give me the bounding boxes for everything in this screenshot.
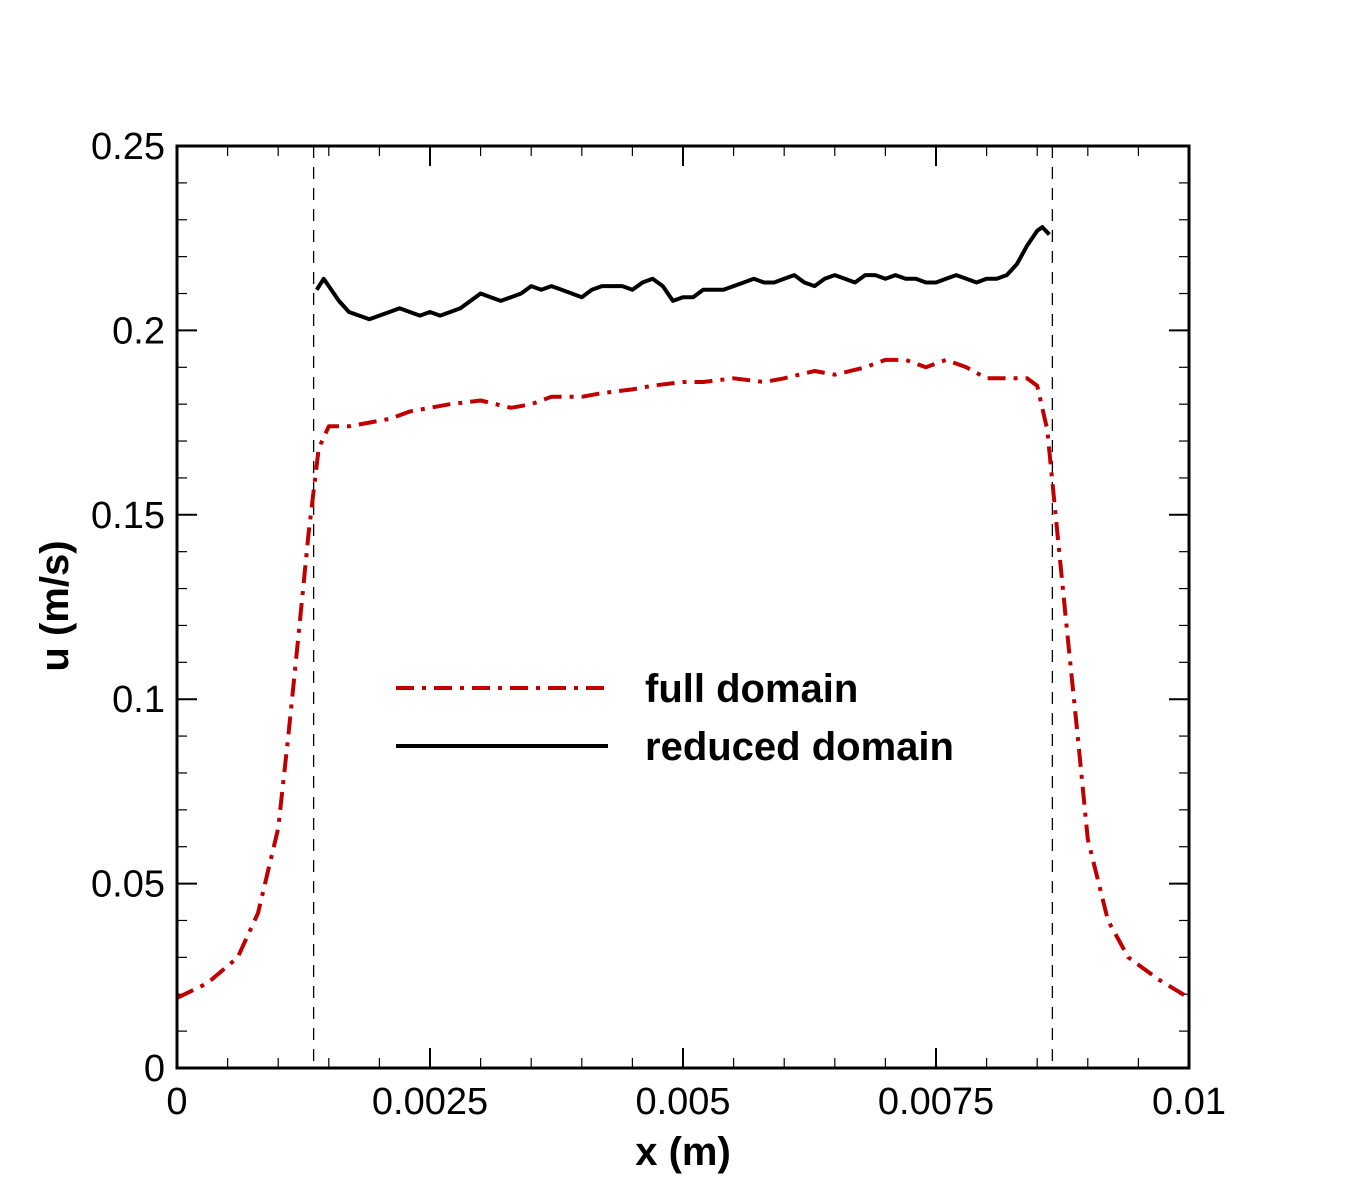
y-tick-label: 0.05 [91,864,165,906]
y-tick-label: 0.15 [91,495,165,537]
y-tick-label: 0 [144,1048,165,1090]
reference-lines [312,146,1054,1068]
x-tick-label: 0 [166,1081,187,1123]
x-tick-labels: 0 0.0025 0.005 0.0075 0.01 [166,1081,1226,1123]
x-tick-label: 0.0075 [878,1081,994,1123]
y-tick-label: 0.2 [112,310,165,352]
x-axis-title: x (m) [635,1130,731,1174]
series-line-full-domain [176,357,1191,1000]
legend-label-full-domain: full domain [645,667,858,711]
y-tick-label: 0.1 [112,679,165,721]
y-tick-labels: 0 0.05 0.1 0.15 0.2 0.25 [91,126,165,1090]
y-tick-label: 0.25 [91,126,165,168]
series-line-reduced-domain [315,225,1051,322]
plot-frame [175,144,1191,1070]
series-layer [176,225,1191,1000]
legend-label-reduced-domain: reduced domain [645,725,954,769]
legend: full domain reduced domain [396,667,954,769]
y-axis-title: u (m/s) [33,540,77,671]
x-tick-label: 0.01 [1152,1081,1226,1123]
x-tick-label: 0.005 [635,1081,730,1123]
x-tick-label: 0.0025 [372,1081,488,1123]
